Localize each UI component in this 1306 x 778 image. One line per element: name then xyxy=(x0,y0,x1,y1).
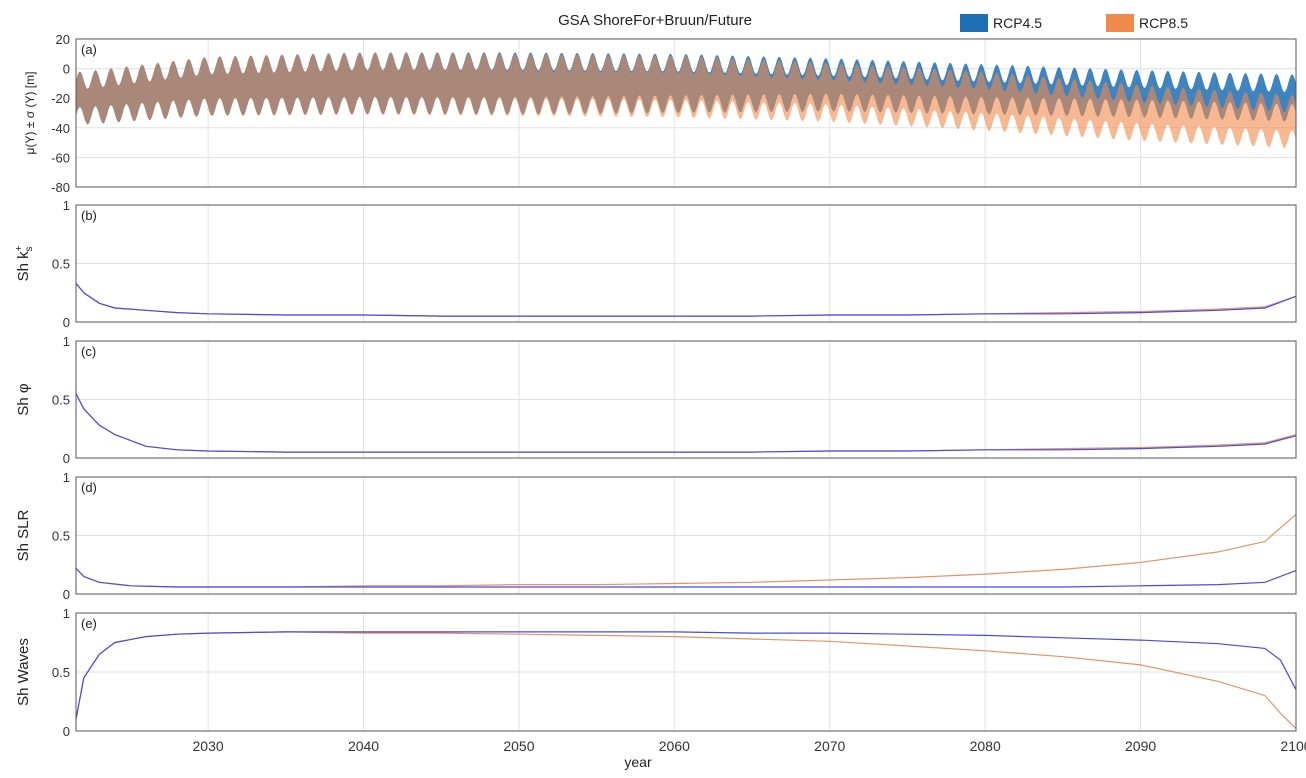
y-tick-label: -60 xyxy=(51,150,70,165)
x-axis-label: year xyxy=(624,754,652,770)
legend: RCP4.5 RCP8.5 xyxy=(960,14,1188,32)
legend-swatch-rcp45 xyxy=(960,14,988,32)
series-line-rcp45 xyxy=(75,283,1297,317)
y-tick-label: -80 xyxy=(51,180,70,195)
y-tick-label: 0.5 xyxy=(52,257,70,272)
x-tick-label: 2070 xyxy=(814,738,845,754)
y-axis-label-a: μ(Y) ± σ (Y) [m] xyxy=(23,72,37,155)
panel-label-a: (a) xyxy=(81,42,97,57)
panel-frame-c xyxy=(75,340,1297,459)
y-axis-label-subscript: s xyxy=(24,247,35,252)
y-tick-label: 20 xyxy=(56,32,70,47)
x-tick-label: 2040 xyxy=(348,738,379,754)
y-tick-label: 0 xyxy=(63,62,70,77)
y-axis-label-c: Sh φ xyxy=(15,383,32,416)
y-tick-label: -20 xyxy=(51,91,70,106)
panels: 20 0 -20 -40 -60 -80 (a) μ(Y) ± σ (Y) [m] 1 0.5 0 (… xyxy=(14,32,1306,754)
y-tick-label: 1 xyxy=(63,334,70,349)
chart-title: GSA ShoreFor+Bruun/Future xyxy=(558,12,752,29)
y-tick-label: 0 xyxy=(63,451,70,466)
x-tick-label: 2060 xyxy=(659,738,690,754)
panel-label-b: (b) xyxy=(81,208,97,223)
y-tick-label: 0.5 xyxy=(52,393,70,408)
panel-frame-e xyxy=(75,612,1297,732)
series-line-rcp45 xyxy=(75,631,1297,720)
y-axis-label-superscript: + xyxy=(14,245,25,251)
legend-label-rcp45: RCP4.5 xyxy=(993,15,1042,31)
panel-label-d: (d) xyxy=(81,480,97,495)
legend-label-rcp85: RCP8.5 xyxy=(1139,15,1188,31)
y-axis-label-e: Sh Waves xyxy=(15,638,32,706)
band-rcp85 xyxy=(76,52,1296,148)
x-tick-label: 2080 xyxy=(970,738,1001,754)
y-tick-label: 0 xyxy=(63,724,70,739)
y-tick-label: 1 xyxy=(63,470,70,485)
y-tick-label: -40 xyxy=(51,121,70,136)
y-axis-label-b: Sh k+s xyxy=(14,245,35,281)
panel-label-e: (e) xyxy=(81,616,97,631)
series-line-rcp45 xyxy=(75,393,1297,453)
y-tick-label: 0.5 xyxy=(52,529,70,544)
panel-frame-d xyxy=(75,476,1297,595)
y-tick-label: 1 xyxy=(63,198,70,213)
x-tick-label: 2090 xyxy=(1125,738,1156,754)
panel-label-c: (c) xyxy=(81,344,96,359)
x-tick-label: 2050 xyxy=(503,738,534,754)
y-axis-label-d: Sh SLR xyxy=(15,509,32,561)
y-tick-label: 1 xyxy=(63,606,70,621)
series-line-rcp45 xyxy=(75,567,1297,588)
x-tick-label: 2100 xyxy=(1280,738,1306,754)
panel-frame-b xyxy=(75,204,1297,323)
y-tick-label: 0 xyxy=(63,587,70,602)
y-tick-label: 0 xyxy=(63,315,70,330)
legend-swatch-rcp85 xyxy=(1106,14,1134,32)
panel-frame-a xyxy=(75,38,1297,188)
y-tick-label: 0.5 xyxy=(52,665,70,680)
x-tick-label: 2030 xyxy=(193,738,224,754)
